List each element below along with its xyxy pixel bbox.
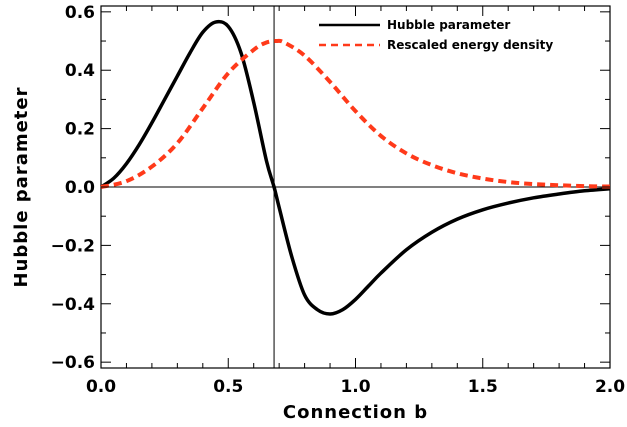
x-tick-label: 0.0 xyxy=(86,377,116,397)
y-tick-label: −0.6 xyxy=(51,353,95,373)
y-tick-label: 0.4 xyxy=(65,61,95,81)
y-axis-title: Hubble parameter xyxy=(11,86,32,287)
legend-label-energy: Rescaled energy density xyxy=(387,38,553,52)
x-tick-label: 2.0 xyxy=(595,377,625,397)
x-tick-label: 1.0 xyxy=(340,377,370,397)
tick-labels: 0.0 0.5 1.0 1.5 2.0 −0.6 −0.4 −0.2 0.0 0.2 0.4 0.6 xyxy=(51,3,626,397)
y-tick-label: −0.2 xyxy=(51,236,95,256)
series-line-hubble xyxy=(100,19,611,316)
reference-lines xyxy=(101,6,610,368)
x-axis-title: Connection b xyxy=(283,402,428,423)
y-tick-label: −0.4 xyxy=(51,295,96,315)
y-tick-label: 0.2 xyxy=(65,120,95,140)
y-tick-label: 0.0 xyxy=(65,178,95,198)
x-tick-label: 0.5 xyxy=(213,377,243,397)
y-tick-label: 0.6 xyxy=(65,3,95,23)
x-tick-label: 1.5 xyxy=(468,377,498,397)
series-line-energy xyxy=(100,38,611,189)
legend: Hubble parameter Rescaled energy density xyxy=(319,18,553,52)
series-layer xyxy=(100,19,611,316)
ticks-layer xyxy=(100,6,611,368)
legend-label-hubble: Hubble parameter xyxy=(387,18,510,32)
